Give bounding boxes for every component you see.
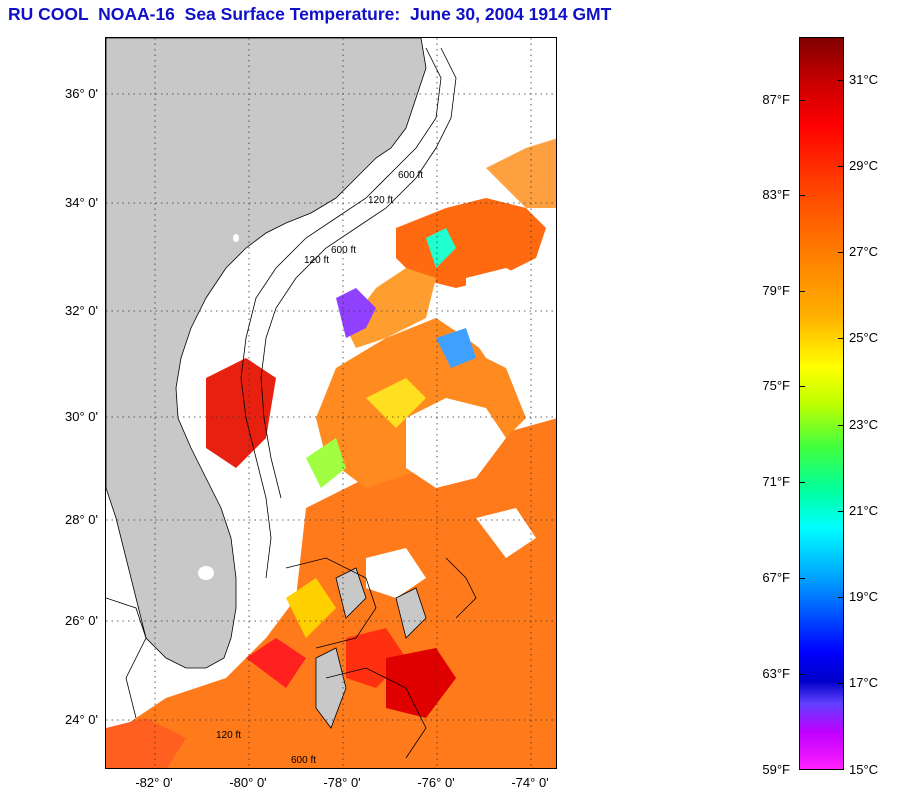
- sst-field: [106, 138, 556, 768]
- celsius-label: 29°C: [849, 158, 879, 173]
- colorbar-tick-f: [799, 291, 805, 292]
- colorbar-tick-f: [799, 100, 805, 101]
- sst-map[interactable]: 120 ft 600 ft 120 ft 600 ft 120 ft 600 f…: [105, 37, 557, 769]
- lon-label: -80° 0': [229, 775, 267, 790]
- fahrenheit-label: 71°F: [762, 474, 790, 489]
- contour-label: 120 ft: [368, 195, 393, 206]
- contour-label: 120 ft: [304, 255, 329, 266]
- colorbar-tick-c: [838, 683, 844, 684]
- celsius-label: 31°C: [849, 72, 879, 87]
- colorbar-tick-c: [838, 511, 844, 512]
- celsius-label: 25°C: [849, 330, 879, 345]
- lon-label: -76° 0': [417, 775, 455, 790]
- colorbar-tick-f: [799, 578, 805, 579]
- contour-labels: 120 ft 600 ft 120 ft 600 ft 120 ft 600 f…: [216, 170, 423, 766]
- lon-label: -78° 0': [323, 775, 361, 790]
- fahrenheit-label: 83°F: [762, 187, 790, 202]
- graticule: [106, 38, 556, 768]
- sst-map-canvas: 120 ft 600 ft 120 ft 600 ft 120 ft 600 f…: [106, 38, 556, 768]
- celsius-label: 15°C: [849, 762, 879, 777]
- colorbar-tick-c: [838, 252, 844, 253]
- map-title: RU COOL NOAA-16 Sea Surface Temperature:…: [8, 4, 612, 24]
- colorbar-tick-c: [838, 80, 844, 81]
- lat-label: 32° 0': [65, 303, 98, 318]
- fahrenheit-label: 75°F: [762, 378, 790, 393]
- colorbar-tick-f: [799, 386, 805, 387]
- colorbar-tick-f: [799, 674, 805, 675]
- fahrenheit-label: 59°F: [762, 762, 790, 777]
- contour-label: 600 ft: [291, 755, 316, 766]
- colorbar-tick-c: [838, 166, 844, 167]
- celsius-label: 23°C: [849, 417, 879, 432]
- contour-label: 600 ft: [331, 245, 356, 256]
- celsius-label: 21°C: [849, 503, 879, 518]
- lat-label: 26° 0': [65, 613, 98, 628]
- colorbar-tick-c: [838, 338, 844, 339]
- lat-label: 34° 0': [65, 195, 98, 210]
- contour-label: 600 ft: [398, 170, 423, 181]
- celsius-label: 19°C: [849, 589, 879, 604]
- lon-label: -82° 0': [135, 775, 173, 790]
- lat-label: 28° 0': [65, 512, 98, 527]
- fahrenheit-label: 79°F: [762, 283, 790, 298]
- cloud-mask: [256, 68, 556, 598]
- celsius-label: 27°C: [849, 244, 879, 259]
- fahrenheit-label: 63°F: [762, 666, 790, 681]
- colorbar-tick-c: [838, 425, 844, 426]
- lon-label: -74° 0': [511, 775, 549, 790]
- fahrenheit-label: 67°F: [762, 570, 790, 585]
- fahrenheit-label: 87°F: [762, 92, 790, 107]
- depth-contours: [106, 47, 477, 759]
- colorbar-tick-f: [799, 482, 805, 483]
- lat-label: 30° 0': [65, 409, 98, 424]
- land: [106, 38, 427, 729]
- lat-label: 36° 0': [65, 86, 98, 101]
- lat-label: 24° 0': [65, 712, 98, 727]
- colorbar-tick-f: [799, 195, 805, 196]
- colorbar-tick-c: [838, 597, 844, 598]
- contour-label: 120 ft: [216, 730, 241, 741]
- temperature-colorbar: [799, 37, 844, 770]
- celsius-label: 17°C: [849, 675, 879, 690]
